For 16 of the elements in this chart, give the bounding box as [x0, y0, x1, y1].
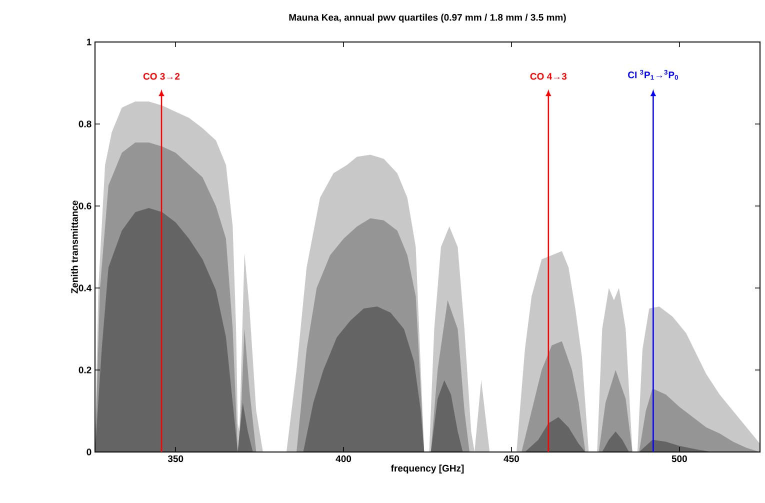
ref-line-label: CI $^{3}$P$_{1}$→$^{3}$P$_{0}$ [628, 70, 678, 80]
ref-line-label: CO 4→3 [530, 73, 567, 80]
y-tick-label: 1 [86, 38, 92, 46]
x-axis-title: frequency [GHz] [390, 464, 464, 474]
y-tick-label: 0.8 [78, 120, 92, 128]
x-tick-label: 400 [336, 455, 352, 462]
y-axis-title: Zenith transmittance [70, 200, 78, 294]
y-tick-label: 0 [86, 448, 92, 456]
y-tick-label: 0.4 [78, 284, 92, 292]
x-tick-label: 350 [168, 455, 184, 462]
x-tick-label: 450 [504, 455, 519, 462]
x-tick-label: 500 [672, 455, 687, 462]
ref-line-label: CO 3→2 [143, 73, 180, 80]
y-tick-label: 0.6 [78, 202, 92, 210]
chart-title: Mauna Kea, annual pwv quartiles (0.97 mm / 1.8 mm / 3.5 mm) [289, 14, 566, 23]
y-tick-label: 0.2 [78, 366, 92, 374]
